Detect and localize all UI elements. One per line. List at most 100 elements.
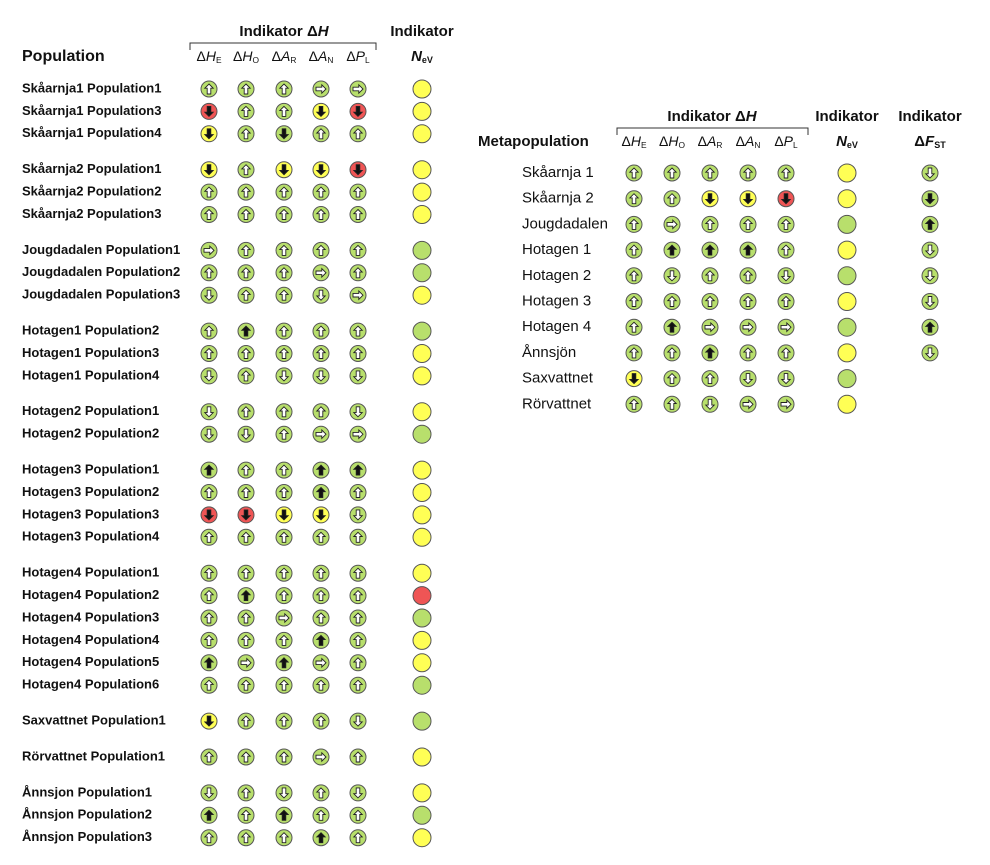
nev-circle	[412, 747, 432, 767]
indicator-icon	[739, 215, 757, 233]
indicator-arrow	[278, 464, 290, 476]
indicator-icon	[312, 506, 330, 524]
indicator-arrow	[780, 270, 792, 282]
label-sub: eV	[847, 140, 858, 150]
indicator-arrow	[924, 218, 936, 230]
indicator-arrow	[352, 809, 364, 821]
population-name: Hotagen4 Population3	[22, 609, 159, 624]
indicator-title: Indikator	[898, 108, 962, 125]
indicator-icon	[237, 206, 255, 223]
indicator-icon	[237, 564, 255, 582]
indicator-icon	[237, 425, 255, 443]
indicator-arrow	[780, 244, 792, 256]
indicator-icon	[237, 784, 255, 802]
indicator-icon	[275, 654, 293, 672]
indicator-icon	[200, 102, 218, 120]
indicator-icon	[275, 748, 293, 766]
indicator-icon	[200, 461, 218, 479]
indicator-arrow	[203, 715, 215, 727]
indicator-arrow	[240, 186, 252, 198]
label-letter: H	[206, 48, 217, 64]
indicator-icon	[237, 322, 255, 340]
indicator-icon	[739, 267, 757, 285]
header-label: ΔHE	[621, 133, 646, 151]
indicator-arrow	[240, 464, 252, 476]
indicator-icon	[349, 425, 367, 443]
indicator-arrow	[352, 406, 364, 418]
population-name: Hotagen4 Population5	[22, 654, 159, 669]
label-sub: L	[365, 55, 370, 65]
indicator-icon	[275, 367, 293, 385]
indicator-arrow	[278, 787, 290, 799]
indicator-arrow	[352, 325, 364, 337]
indicator-icon	[237, 80, 255, 98]
indicator-arrow	[666, 372, 678, 385]
indicator-arrow	[704, 244, 716, 256]
indicator-arrow	[203, 267, 215, 279]
header-label: ΔHO	[233, 48, 259, 66]
metapopulation-name: Hotagen 4	[522, 318, 591, 335]
indicator-arrow	[278, 531, 290, 543]
indicator-arrow	[240, 589, 252, 602]
indicator-arrow	[278, 428, 290, 440]
indicator-icon	[200, 484, 218, 501]
label-sub: O	[252, 55, 259, 65]
indicator-icon	[275, 286, 293, 304]
label-letter: P	[356, 48, 366, 64]
label-delta: Δ	[196, 48, 205, 64]
header-label: ΔPL	[346, 48, 370, 66]
indicator-icon	[625, 190, 643, 208]
indicator-icon	[663, 293, 681, 310]
indicator-arrow	[203, 325, 215, 337]
indicator-icon	[349, 102, 367, 120]
indicator-arrow	[924, 244, 936, 256]
nev-circle	[412, 285, 432, 305]
nev-circle	[412, 366, 432, 386]
population-name: Hotagen1 Population4	[22, 367, 160, 382]
indicator-icon	[200, 631, 218, 649]
indicator-arrow	[704, 372, 716, 385]
indicator-arrow	[203, 83, 215, 95]
label-letter: A	[706, 133, 716, 149]
nev-circle	[412, 321, 432, 341]
indicator-arrow	[742, 193, 754, 205]
population-name: Skåarnja2 Population2	[22, 184, 161, 199]
label-letter: H	[242, 48, 253, 64]
indicator-icon	[663, 370, 681, 388]
indicator-arrow	[780, 295, 792, 307]
population-name: Skåarnja2 Population3	[22, 206, 161, 221]
indicator-icon	[200, 564, 218, 582]
label-letter: F	[925, 133, 935, 150]
indicator-icon	[312, 654, 330, 672]
nev-circle	[412, 505, 432, 525]
indicator-arrow	[924, 167, 936, 179]
indicator-arrow	[628, 193, 640, 205]
indicator-icon	[312, 403, 330, 421]
indicator-icon	[663, 241, 681, 259]
indicator-icon	[312, 528, 330, 546]
indicator-arrow	[315, 347, 327, 359]
indicator-icon	[701, 344, 719, 362]
nev-circle	[412, 205, 432, 224]
indicator-arrow	[742, 244, 754, 256]
indicator-arrow	[278, 509, 290, 521]
population-name: Hotagen3 Population1	[22, 462, 159, 477]
nev-circle	[412, 653, 432, 673]
metapopulation-name: Hotagen 1	[522, 241, 591, 258]
indicator-icon	[349, 587, 367, 605]
indicator-icon	[777, 395, 795, 413]
indicator-arrow	[666, 321, 678, 333]
indicator-arrow	[203, 657, 215, 669]
indicator-icon	[349, 241, 367, 259]
indicator-arrow	[240, 567, 252, 579]
indicator-arrow	[315, 289, 327, 301]
indicator-arrow	[352, 164, 364, 176]
indicator-icon	[275, 345, 293, 362]
indicator-icon	[275, 183, 293, 201]
indicator-icon	[200, 829, 218, 847]
population-name: Saxvattnet Population1	[22, 713, 166, 728]
indicator-icon	[663, 215, 681, 233]
indicator-icon	[701, 190, 719, 208]
label-sub: E	[641, 140, 647, 150]
indicator-arrow	[780, 373, 792, 385]
